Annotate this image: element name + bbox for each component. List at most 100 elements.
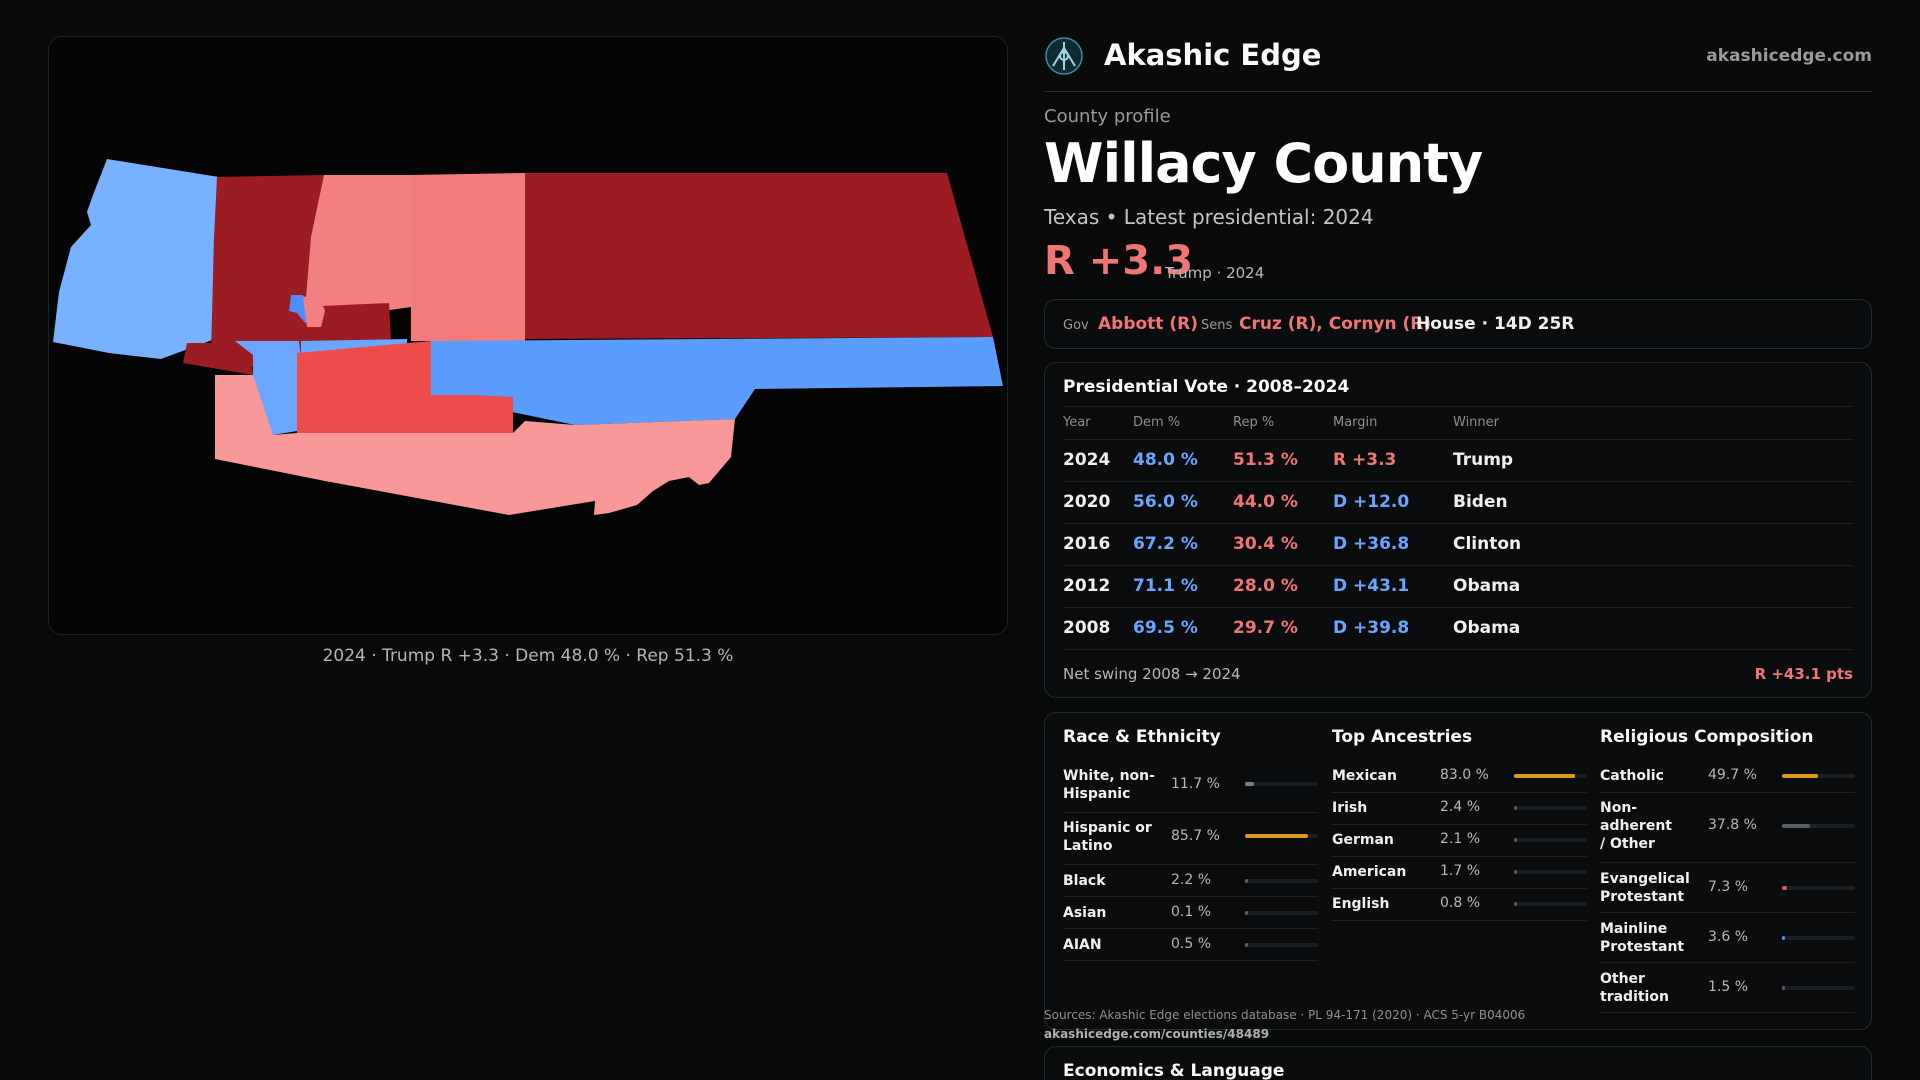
item-pct: 0.8 % [1440, 895, 1481, 911]
bar-track [1782, 774, 1855, 778]
row-rep: 29.7 % [1233, 618, 1298, 638]
list-item: Non-adherent / Other 37.8 % [1600, 793, 1855, 863]
officials-card: Gov Abbott (R) Sens Cruz (R), Cornyn (R)… [1044, 299, 1872, 349]
economics-card: Economics & Language [1044, 1046, 1872, 1080]
precinct-blue-band[interactable] [431, 337, 1003, 425]
header: Akashic Edge akashicedge.com [1044, 34, 1872, 92]
row-dem: 69.5 % [1133, 618, 1198, 638]
house-delegation: House · 14D 25R [1416, 314, 1575, 334]
map-caption: 2024 · Trump R +3.3 · Dem 48.0 % · Rep 5… [322, 646, 734, 666]
table-row: 2016 67.2 % 30.4 % D +36.8 Clinton [1063, 524, 1853, 566]
item-pct: 1.5 % [1708, 979, 1749, 995]
county-map[interactable] [48, 36, 1008, 635]
bar-fill [1782, 986, 1785, 990]
source-url-link[interactable]: akashicedge.com/counties/48489 [1044, 1027, 1270, 1041]
col-dem: Dem % [1133, 415, 1181, 430]
bar-track [1245, 911, 1318, 915]
item-pct: 49.7 % [1708, 767, 1757, 783]
col-margin: Margin [1333, 415, 1378, 430]
brand-url-link[interactable]: akashicedge.com [1706, 46, 1872, 66]
bar-track [1514, 902, 1587, 906]
county-subline: Texas • Latest presidential: 2024 [1044, 205, 1374, 229]
precinct-pink-1[interactable] [304, 175, 411, 322]
list-item: Other tradition 1.5 % [1600, 963, 1855, 1013]
precinct-darkred-left[interactable] [211, 175, 324, 367]
precinct-blue-center[interactable] [235, 341, 301, 435]
row-margin: D +39.8 [1333, 618, 1410, 638]
row-dem: 67.2 % [1133, 534, 1198, 554]
bar-fill [1245, 782, 1254, 786]
latest-margin-note: Trump · 2024 [1165, 264, 1265, 282]
row-rep: 28.0 % [1233, 576, 1298, 596]
item-pct: 3.6 % [1708, 929, 1749, 945]
item-label: Non-adherent / Other [1600, 800, 1672, 852]
item-label: Mainline Protestant [1600, 921, 1685, 955]
bar-fill [1245, 911, 1248, 915]
precinct-darkred-east[interactable] [525, 173, 993, 339]
table-header: Year Dem % Rep % Margin Winner [1063, 406, 1853, 440]
table-row: 2012 71.1 % 28.0 % D +43.1 Obama [1063, 566, 1853, 608]
list-item: Evangelical Protestant 7.3 % [1600, 863, 1855, 913]
bar-fill [1782, 886, 1788, 890]
bar-track [1782, 936, 1855, 940]
item-label: American [1332, 864, 1407, 880]
list-item: Black 2.2 % [1063, 865, 1318, 897]
item-label: Hispanic or Latino [1063, 820, 1152, 854]
bar-fill [1514, 838, 1517, 842]
bar-track [1245, 782, 1318, 786]
net-swing-value: R +43.1 pts [1754, 665, 1853, 683]
list-item: English 0.8 % [1332, 889, 1587, 921]
presidential-title: Presidential Vote · 2008–2024 [1063, 377, 1350, 397]
list-item: Asian 0.1 % [1063, 897, 1318, 929]
precinct-darkred-sw[interactable] [183, 343, 253, 375]
bar-track [1782, 824, 1855, 828]
governor-value: Abbott (R) [1098, 314, 1198, 334]
item-pct: 11.7 % [1171, 776, 1220, 792]
item-label: White, non-Hispanic [1063, 768, 1155, 802]
ancestry-title: Top Ancestries [1332, 727, 1473, 747]
list-item: White, non-Hispanic 11.7 % [1063, 761, 1318, 813]
presidential-vote-card: Presidential Vote · 2008–2024 Year Dem %… [1044, 362, 1872, 698]
table-row: 2008 69.5 % 29.7 % D +39.8 Obama [1063, 608, 1853, 650]
row-year: 2012 [1063, 576, 1111, 596]
list-item: Catholic 49.7 % [1600, 761, 1855, 793]
col-year: Year [1063, 415, 1091, 430]
bar-track [1245, 879, 1318, 883]
brand-name[interactable]: Akashic Edge [1104, 38, 1322, 72]
item-label: Black [1063, 873, 1106, 889]
item-label: Other tradition [1600, 971, 1669, 1005]
bar-fill [1782, 774, 1819, 778]
item-label: English [1332, 896, 1390, 912]
bar-track [1782, 886, 1855, 890]
list-item: American 1.7 % [1332, 857, 1587, 889]
bar-track [1514, 774, 1587, 778]
list-item: AIAN 0.5 % [1063, 929, 1318, 961]
latest-margin: R +3.3 [1044, 238, 1194, 284]
precinct-salmon-1[interactable] [411, 173, 525, 341]
row-margin: D +12.0 [1333, 492, 1410, 512]
list-item: Hispanic or Latino 85.7 % [1063, 813, 1318, 865]
sources-text: Sources: Akashic Edge elections database… [1044, 1008, 1526, 1022]
race-title: Race & Ethnicity [1063, 727, 1221, 747]
item-label: Asian [1063, 905, 1107, 921]
row-year: 2016 [1063, 534, 1111, 554]
table-row: 2020 56.0 % 44.0 % D +12.0 Biden [1063, 482, 1853, 524]
religion-title: Religious Composition [1600, 727, 1814, 747]
bar-fill [1514, 870, 1517, 874]
bar-fill [1782, 824, 1810, 828]
row-winner: Trump [1453, 450, 1514, 470]
item-pct: 0.1 % [1171, 904, 1212, 920]
precinct-pink-small[interactable] [303, 295, 325, 327]
precinct-pink-south[interactable] [215, 375, 735, 515]
senators-label: Sens [1201, 318, 1233, 333]
precinct-red-center[interactable] [297, 341, 513, 433]
bar-track [1782, 986, 1855, 990]
list-item: German 2.1 % [1332, 825, 1587, 857]
row-dem: 48.0 % [1133, 450, 1198, 470]
row-winner: Clinton [1453, 534, 1522, 554]
bar-track [1514, 870, 1587, 874]
row-dem: 71.1 % [1133, 576, 1198, 596]
precinct-west-blue[interactable] [53, 159, 219, 359]
col-rep: Rep % [1233, 415, 1275, 430]
item-pct: 2.2 % [1171, 872, 1212, 888]
